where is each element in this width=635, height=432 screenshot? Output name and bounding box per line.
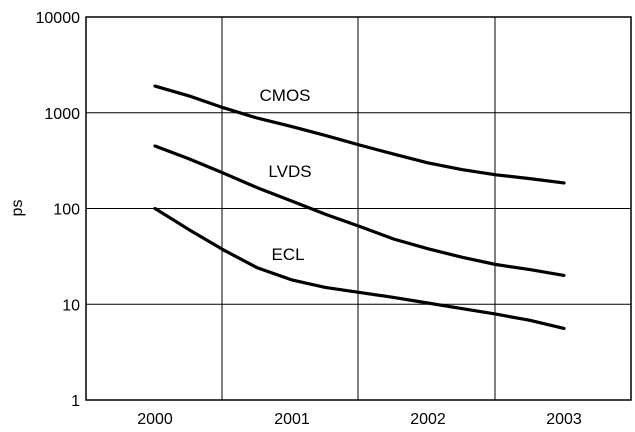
grid [86,17,631,400]
series-label-lvds: LVDS [268,162,311,181]
x-tick-label: 2003 [546,411,582,428]
x-tick-label: 2000 [137,411,173,428]
x-tick-label: 2001 [274,411,310,428]
series-line-ecl [153,206,566,330]
x-tick-label: 2002 [410,411,446,428]
ticks-layer: 10000 1000 100 10 1 2000 2001 2002 2003 [36,10,582,428]
y-tick-label: 100 [53,202,80,219]
series-label-cmos: CMOS [260,86,311,105]
series-line-lvds [153,144,566,277]
series-labels: CMOS LVDS ECL [260,86,312,264]
y-tick-label: 1 [71,393,80,410]
series-label-ecl: ECL [271,245,304,264]
y-axis-title: ps [9,200,26,217]
y-tick-label: 10000 [36,10,81,27]
plot-frame [85,16,632,401]
series-layer [153,84,566,330]
series-line-cmos [153,84,566,185]
y-tick-label: 10 [62,297,80,314]
y-tick-label: 1000 [44,106,80,123]
